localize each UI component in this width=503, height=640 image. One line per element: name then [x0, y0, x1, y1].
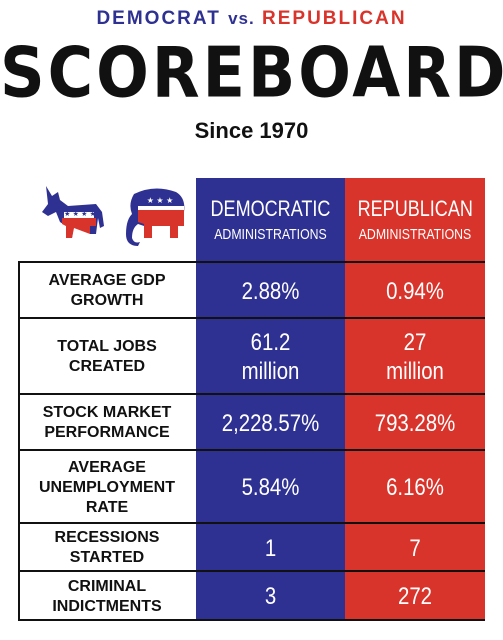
democratic-column-header: DEMOCRATIC ADMINISTRATIONS — [196, 178, 345, 261]
svg-text:★ ★ ★ ★: ★ ★ ★ ★ — [64, 210, 96, 218]
republican-value: 272 — [397, 583, 433, 610]
table-row: STOCK MARKET PERFORMANCE 2,228.57% 793.2… — [18, 393, 485, 451]
row-label: AVERAGE GDP GROWTH — [48, 272, 166, 309]
republican-column-header: REPUBLICAN ADMINISTRATIONS — [345, 178, 485, 261]
democratic-value: 1 — [264, 534, 277, 562]
page-title: SCOREBOARD — [0, 31, 503, 114]
donkey-icon: ★ ★ ★ ★ — [42, 186, 104, 238]
democratic-value: 2,228.57% — [221, 409, 320, 437]
republican-value: 7 — [409, 534, 421, 562]
democratic-value: 5.84% — [241, 474, 300, 501]
republican-column — [345, 178, 485, 621]
table-row: AVERAGE GDP GROWTH 2.88% 0.94% — [18, 261, 485, 319]
table-row: RECESSIONS STARTED 1 7 — [18, 522, 485, 572]
democratic-column — [196, 178, 345, 621]
republican-header-line1: REPUBLICAN — [357, 196, 473, 221]
republican-header-line2: ADMINISTRATIONS — [358, 226, 472, 243]
subtitle-since: Since 1970 — [194, 118, 309, 143]
row-label: CRIMINAL INDICTMENTS — [52, 577, 162, 615]
democratic-value: 3 — [264, 583, 277, 610]
row-label: TOTAL JOBS CREATED — [57, 338, 157, 375]
table-row: TOTAL JOBS CREATED 61.2 million 27 milli… — [18, 317, 485, 395]
row-label: STOCK MARKET PERFORMANCE — [42, 404, 172, 441]
row-label: AVERAGE UNEMPLOYMENT RATE — [39, 458, 175, 516]
democratic-header-line2: ADMINISTRATIONS — [214, 226, 327, 243]
republican-value: 793.28% — [374, 409, 456, 437]
elephant-icon: ★ ★ ★ — [126, 188, 185, 246]
table-row: CRIMINAL INDICTMENTS 3 272 — [18, 570, 485, 621]
row-label: RECESSIONS STARTED — [54, 529, 160, 566]
democratic-header-line1: DEMOCRATIC — [210, 196, 331, 221]
matchup-heading: DEMOCRAT vs. REPUBLICAN — [0, 8, 503, 30]
democratic-value: 2.88% — [241, 277, 300, 305]
party-icons: ★ ★ ★ ★ ★ ★ ★ — [18, 178, 194, 260]
table-row: AVERAGE UNEMPLOYMENT RATE 5.84% 6.16% — [18, 449, 485, 524]
republican-value: 27 million — [386, 329, 444, 385]
republican-value: 0.94% — [386, 277, 444, 305]
vs-word: vs. — [228, 9, 255, 28]
republican-word: REPUBLICAN — [262, 8, 407, 29]
svg-text:★ ★ ★: ★ ★ ★ — [147, 196, 174, 205]
republican-value: 6.16% — [386, 474, 444, 501]
table-left-border — [18, 261, 20, 621]
scoreboard-table: DEMOCRATIC ADMINISTRATIONS REPUBLICAN AD… — [18, 178, 485, 621]
democrat-word: DEMOCRAT — [96, 8, 221, 29]
table-bottom-border — [18, 619, 485, 621]
democratic-value: 61.2 million — [241, 329, 300, 385]
